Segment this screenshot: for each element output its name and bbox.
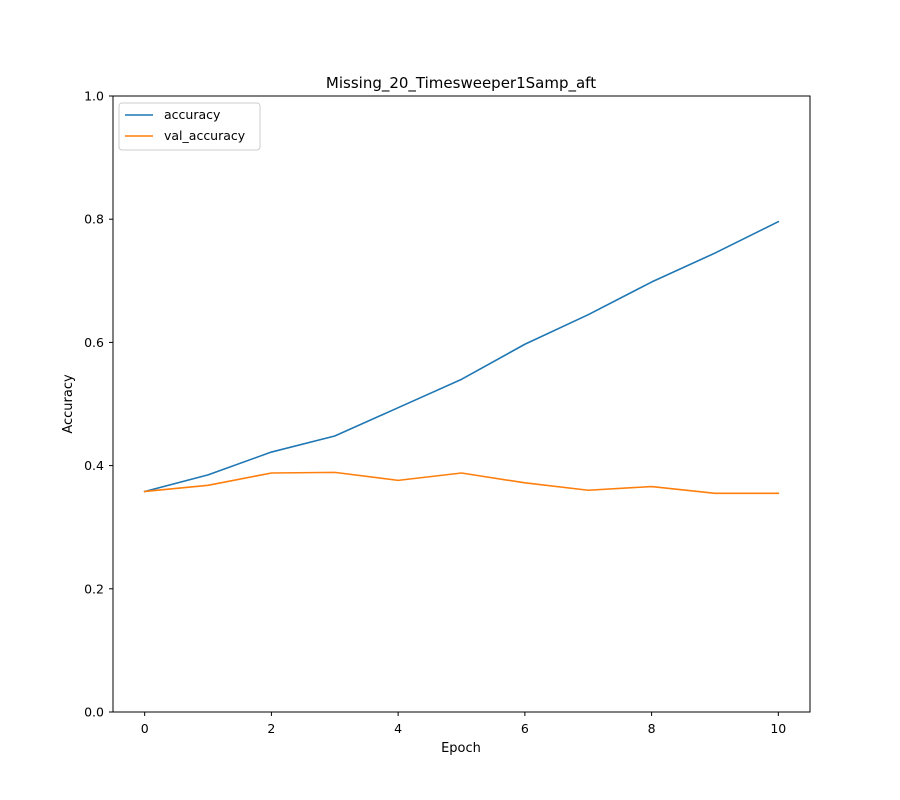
legend: accuracy val_accuracy — [118, 102, 261, 151]
y-axis-label: Accuracy — [61, 374, 76, 434]
y-tick-label: 0.4 — [84, 458, 104, 473]
series-line-accuracy — [143, 220, 780, 493]
series-line-val-accuracy — [143, 471, 780, 495]
y-tick-label: 0.6 — [84, 335, 104, 350]
x-tick-label: 10 — [770, 721, 786, 736]
legend-label-accuracy: accuracy — [164, 107, 221, 122]
y-axis-ticks: 0.0 0.2 0.4 0.6 0.8 1.0 — [84, 89, 113, 720]
plot-lines — [143, 220, 780, 495]
y-tick-label: 0.0 — [84, 705, 104, 720]
legend-label-val-accuracy: val_accuracy — [164, 128, 246, 143]
x-tick-label: 0 — [141, 721, 149, 736]
y-tick-label: 0.2 — [84, 581, 104, 596]
y-tick-label: 0.8 — [84, 212, 104, 227]
x-axis-ticks: 0 2 4 6 8 10 — [141, 712, 786, 736]
x-tick-label: 4 — [394, 721, 402, 736]
y-tick-label: 1.0 — [84, 89, 104, 104]
legend-box — [118, 102, 261, 151]
x-tick-label: 8 — [648, 721, 656, 736]
chart-title: Missing_20_Timesweeper1Samp_aft — [326, 74, 596, 93]
x-tick-label: 2 — [267, 721, 275, 736]
plot-frame — [112, 95, 811, 713]
x-tick-label: 6 — [521, 721, 529, 736]
x-axis-label: Epoch — [441, 741, 481, 756]
